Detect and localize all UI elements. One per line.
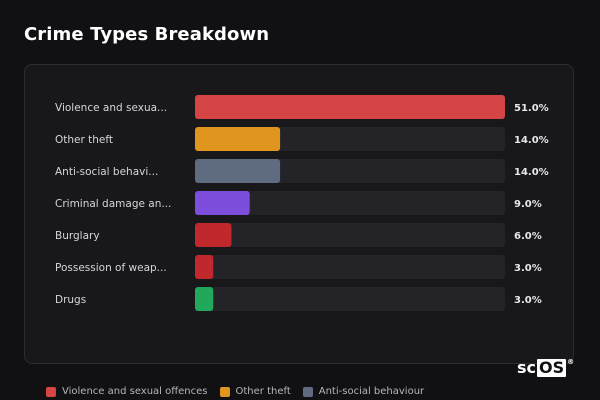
legend-item[interactable]: Anti-social behaviour xyxy=(302,386,425,397)
legend-swatch xyxy=(219,386,230,397)
value-label: 3.0% xyxy=(514,295,542,306)
category-label: Other theft xyxy=(55,134,113,146)
logo-boxed: OS xyxy=(537,357,567,377)
value-label: 51.0% xyxy=(514,103,549,114)
legend-label: Anti-social behaviour xyxy=(318,386,425,397)
chart-title: Crime Types Breakdown xyxy=(24,24,270,45)
bar-track xyxy=(195,287,505,311)
legend: Violence and sexual offences Other theft… xyxy=(46,386,424,397)
value-label: 3.0% xyxy=(514,263,542,274)
category-label: Anti-social behavi... xyxy=(55,166,158,178)
bar[interactable] xyxy=(195,255,214,279)
bar-track xyxy=(195,255,505,279)
category-label: Burglary xyxy=(55,230,100,242)
bar[interactable] xyxy=(195,127,281,151)
logo-registered-mark: ® xyxy=(567,358,575,366)
bar[interactable] xyxy=(195,223,232,247)
legend-label: Other theft xyxy=(235,386,291,397)
category-label: Criminal damage an... xyxy=(55,198,171,210)
value-label: 6.0% xyxy=(514,231,542,242)
bar[interactable] xyxy=(195,287,214,311)
bar[interactable] xyxy=(195,191,250,215)
legend-label: Violence and sexual offences xyxy=(62,386,208,397)
value-label: 14.0% xyxy=(514,135,549,146)
legend-swatch xyxy=(302,386,313,397)
brand-logo: sc OS ® xyxy=(517,358,574,377)
value-label: 9.0% xyxy=(514,199,542,210)
bar-track xyxy=(195,223,505,247)
bar-track xyxy=(195,191,505,215)
bar[interactable] xyxy=(195,95,505,119)
logo-prefix: sc xyxy=(517,358,537,377)
category-label: Drugs xyxy=(55,294,86,306)
category-label: Possession of weap... xyxy=(55,262,167,274)
legend-item[interactable]: Other theft xyxy=(219,386,291,397)
bar-chart: Violence and sexua... 51.0% Other theft 14.… xyxy=(55,95,549,311)
chart-card: Violence and sexua... 51.0% Other theft 14.… xyxy=(24,64,574,364)
value-label: 14.0% xyxy=(514,167,549,178)
bar[interactable] xyxy=(195,159,281,183)
category-label: Violence and sexua... xyxy=(55,102,167,114)
legend-swatch xyxy=(46,386,56,397)
legend-item[interactable]: Violence and sexual offences xyxy=(46,386,208,397)
